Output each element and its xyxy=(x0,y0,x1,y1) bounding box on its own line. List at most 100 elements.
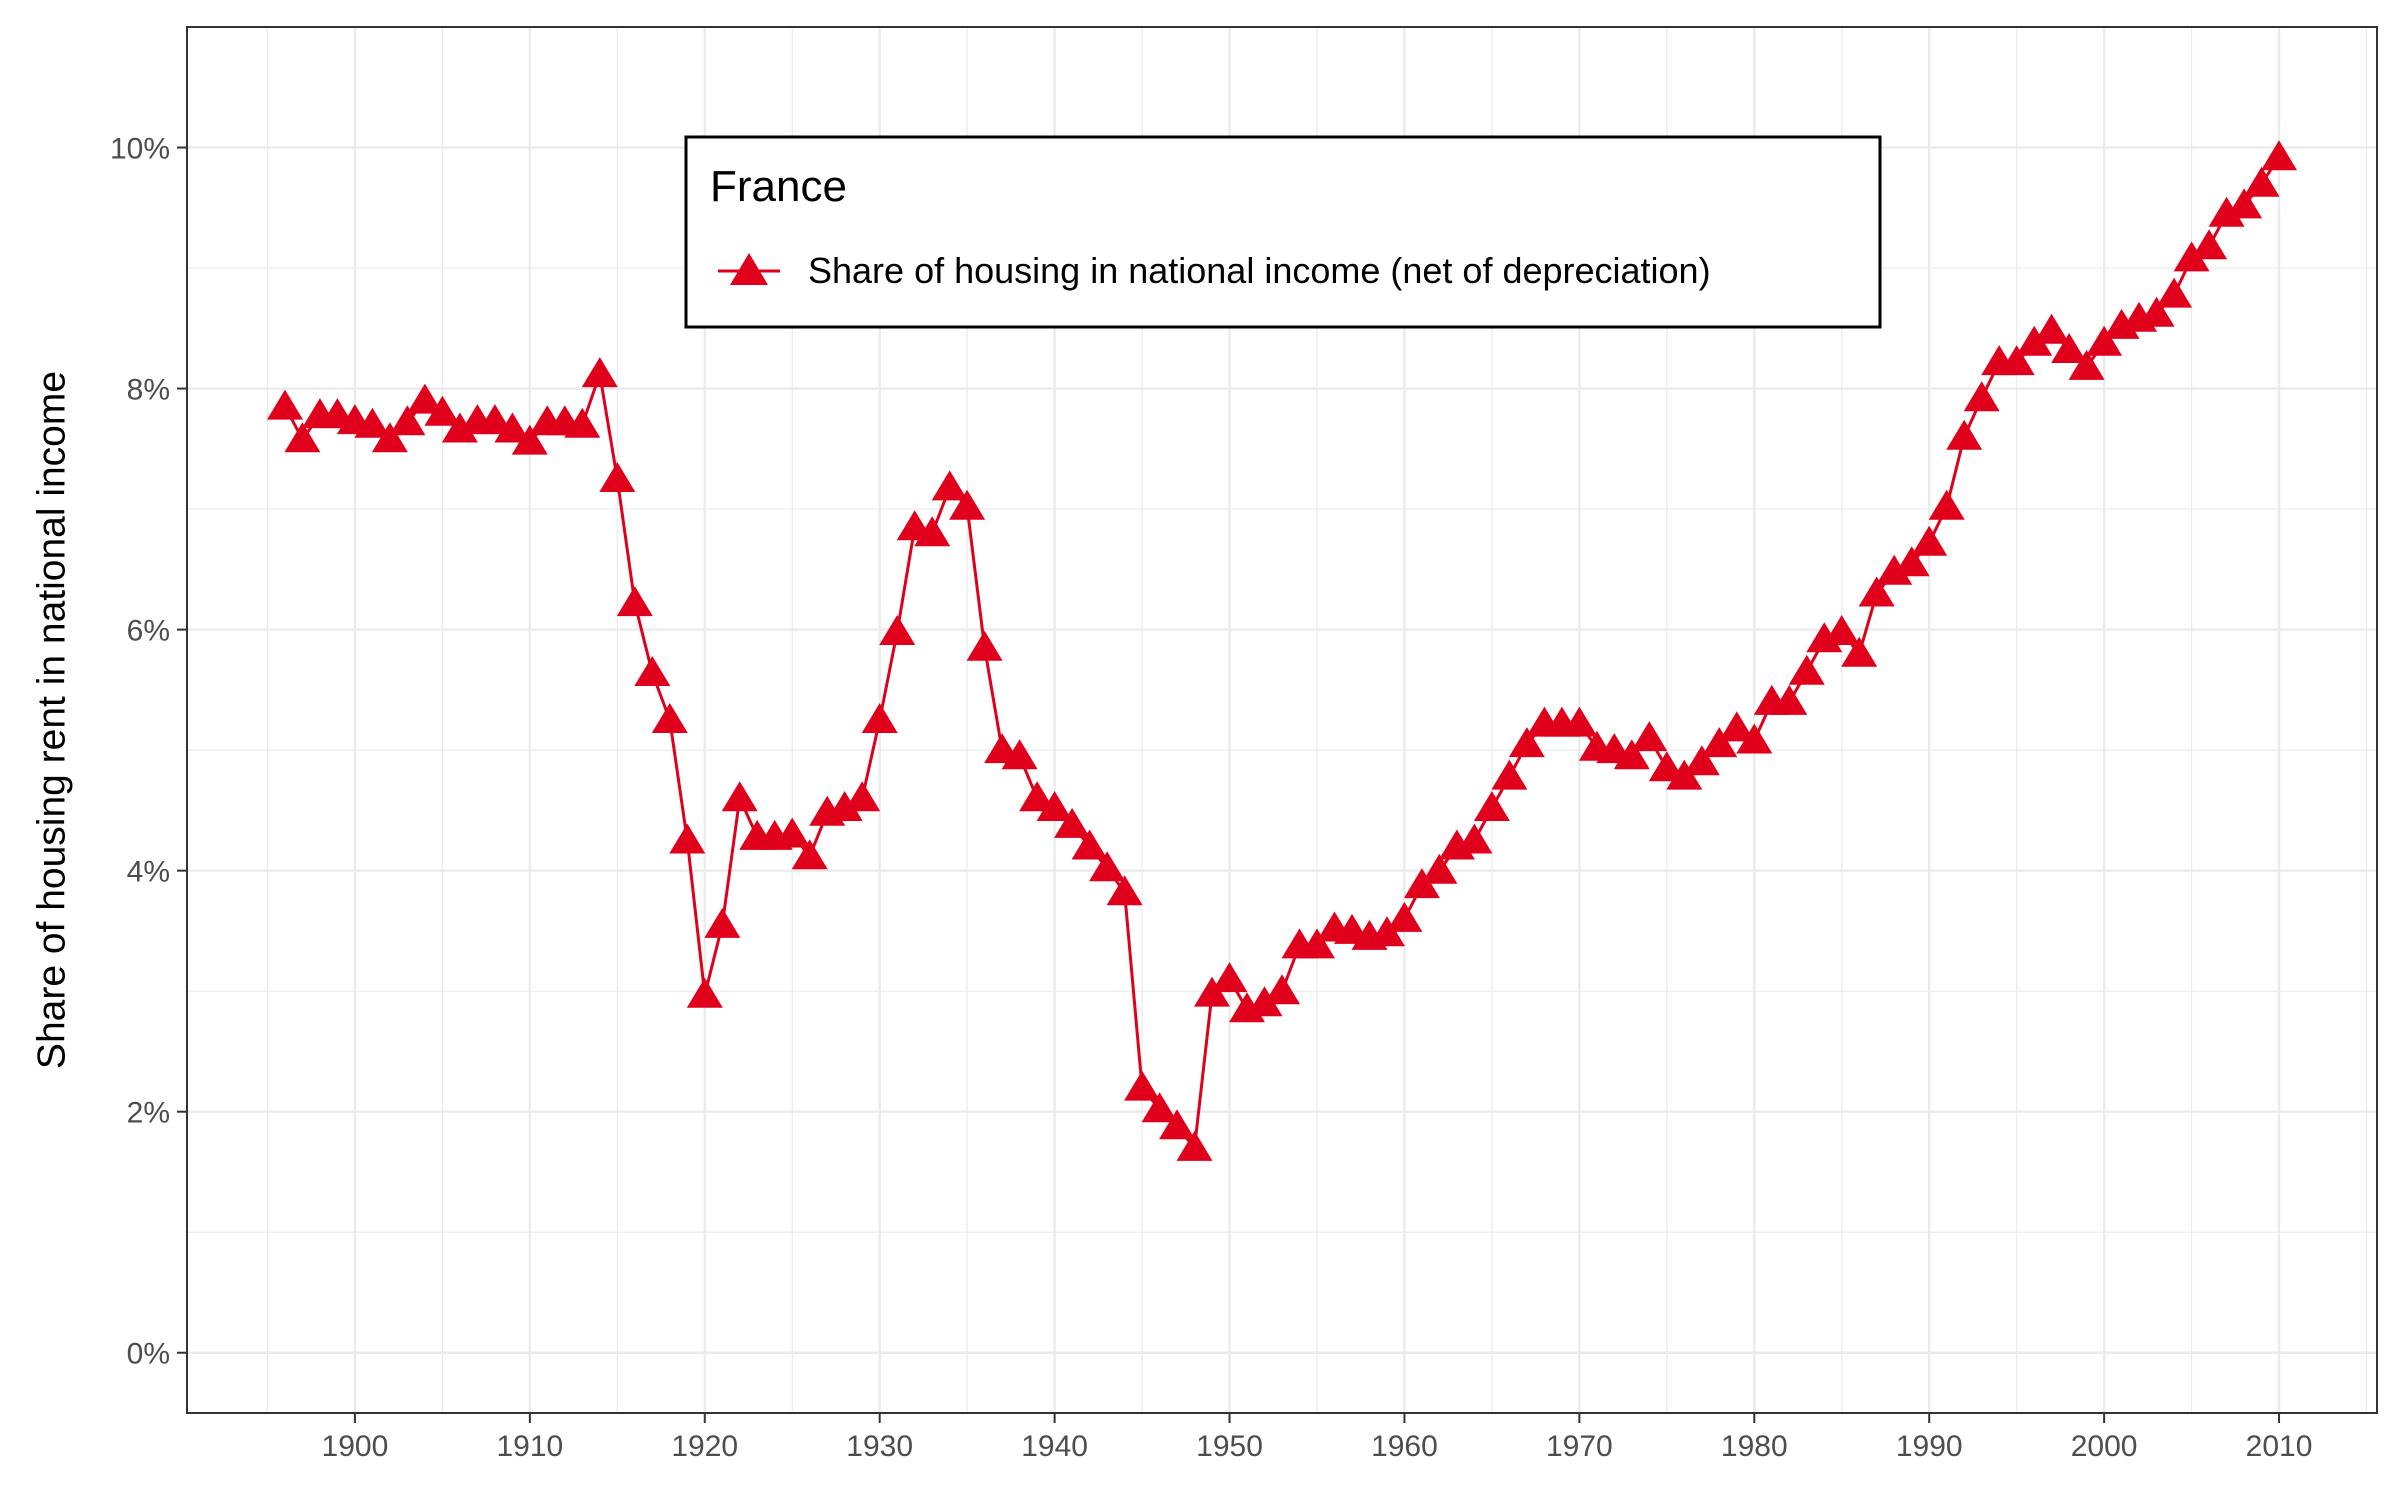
data-point-triangle xyxy=(2208,196,2245,227)
data-point-triangle xyxy=(1299,928,1335,959)
data-point-triangle xyxy=(2016,325,2053,356)
y-tick-label: 0% xyxy=(127,1338,170,1371)
data-point-triangle xyxy=(1071,829,1108,860)
x-tick-label: 1990 xyxy=(1896,1430,1963,1463)
data-point-triangle xyxy=(774,817,811,848)
x-tick-label: 1980 xyxy=(1721,1430,1788,1463)
data-point-triangle xyxy=(669,823,706,854)
x-tick-label: 1910 xyxy=(496,1430,563,1463)
data-point-triangle xyxy=(1858,576,1895,607)
data-point-triangle xyxy=(1491,759,1528,790)
data-point-triangle xyxy=(826,791,863,821)
y-tick-label: 2% xyxy=(127,1097,170,1130)
x-tick-label: 1970 xyxy=(1546,1430,1613,1463)
data-point-triangle xyxy=(371,422,408,453)
x-axis: 1900 1910 1920 1930 1940 1950 1960 1970 1980 1990… xyxy=(322,1413,2313,1463)
x-tick-label: 1940 xyxy=(1021,1430,1088,1463)
data-point-triangle xyxy=(354,407,391,438)
data-point-triangle xyxy=(966,630,1003,661)
data-point-triangle xyxy=(1648,751,1685,782)
data-point-triangle xyxy=(1771,684,1808,715)
y-axis: 0% 2% 4% 6% 8% 10% xyxy=(110,133,187,1371)
data-point-triangle xyxy=(2226,188,2263,219)
data-point-triangle xyxy=(564,407,601,438)
data-point-triangle xyxy=(1683,745,1720,776)
data-point-triangle xyxy=(1701,727,1738,758)
data-point-triangle xyxy=(511,424,548,455)
x-tick-label: 2000 xyxy=(2071,1430,2138,1463)
x-tick-label: 1950 xyxy=(1196,1430,1263,1463)
data-point-triangle xyxy=(2138,296,2175,327)
data-point-triangle xyxy=(267,389,303,420)
data-point-triangle xyxy=(1264,974,1300,1005)
data-point-triangle xyxy=(1718,711,1755,742)
data-point-triangle xyxy=(704,907,741,938)
legend-key-triangle-marker xyxy=(730,253,768,285)
data-point-triangle xyxy=(1508,727,1545,758)
series-layer xyxy=(267,140,2297,1161)
data-point-triangle xyxy=(1456,823,1493,854)
data-point-triangle xyxy=(494,412,531,443)
data-point-triangle xyxy=(476,404,513,435)
data-point-triangle xyxy=(1089,851,1126,882)
data-point-triangle xyxy=(1893,546,1930,577)
data-point-triangle xyxy=(1928,489,1965,520)
data-point-triangle xyxy=(634,656,671,686)
data-point-triangle xyxy=(2068,349,2105,380)
data-point-triangle xyxy=(406,383,443,414)
data-point-triangle xyxy=(1246,986,1283,1017)
data-point-triangle xyxy=(2173,241,2210,272)
data-point-triangle xyxy=(2086,325,2123,356)
data-point-triangle xyxy=(1736,723,1773,754)
data-point-triangle xyxy=(1386,901,1423,932)
data-point-triangle xyxy=(1613,739,1650,770)
data-point-triangle xyxy=(931,470,968,501)
data-point-triangle xyxy=(1998,345,2035,376)
x-tick-label: 2010 xyxy=(2246,1430,2313,1463)
data-point-triangle xyxy=(1124,1070,1161,1101)
x-tick-label: 1960 xyxy=(1371,1430,1438,1463)
data-point-triangle xyxy=(2033,313,2070,344)
data-point-triangle xyxy=(949,489,986,520)
data-point-triangle xyxy=(599,462,636,492)
data-point-triangle xyxy=(2243,166,2280,197)
data-point-triangle xyxy=(1876,554,1913,585)
data-point-triangle xyxy=(284,422,321,453)
data-point-triangle xyxy=(581,357,618,388)
data-point-triangle xyxy=(651,703,688,733)
data-point-triangle xyxy=(791,839,828,870)
data-point-triangle xyxy=(616,586,653,617)
data-point-triangle xyxy=(1561,706,1598,737)
data-point-triangle xyxy=(1159,1109,1195,1140)
data-point-triangle xyxy=(2051,333,2088,363)
data-point-triangle xyxy=(1001,739,1038,770)
data-point-triangle xyxy=(424,395,461,426)
y-tick-label: 4% xyxy=(127,856,170,889)
data-point-triangle xyxy=(2191,229,2228,260)
data-point-triangle xyxy=(1631,721,1668,752)
data-point-triangle xyxy=(879,615,916,645)
legend-series-label: Share of housing in national income (net… xyxy=(808,250,1711,291)
data-point-triangle xyxy=(441,412,478,443)
data-point-triangle xyxy=(1141,1092,1178,1123)
data-point-triangle xyxy=(721,781,758,812)
legend-title: France xyxy=(710,162,847,211)
x-tick-label: 1900 xyxy=(322,1430,389,1463)
data-point-triangle xyxy=(1211,962,1248,993)
y-tick-label: 10% xyxy=(110,133,170,166)
data-point-triangle xyxy=(1421,853,1458,884)
data-point-triangle xyxy=(389,405,426,436)
data-point-triangle xyxy=(2261,140,2297,171)
x-tick-label: 1920 xyxy=(671,1430,738,1463)
data-point-triangle xyxy=(1946,419,1983,450)
y-tick-label: 8% xyxy=(127,374,170,407)
data-point-triangle xyxy=(2156,277,2193,308)
data-point-triangle xyxy=(914,516,951,547)
data-point-triangle xyxy=(686,977,723,1008)
data-point-triangle xyxy=(1176,1130,1213,1161)
data-point-triangle xyxy=(1036,791,1073,821)
data-point-triangle xyxy=(1054,807,1091,838)
data-point-triangle xyxy=(844,781,881,812)
